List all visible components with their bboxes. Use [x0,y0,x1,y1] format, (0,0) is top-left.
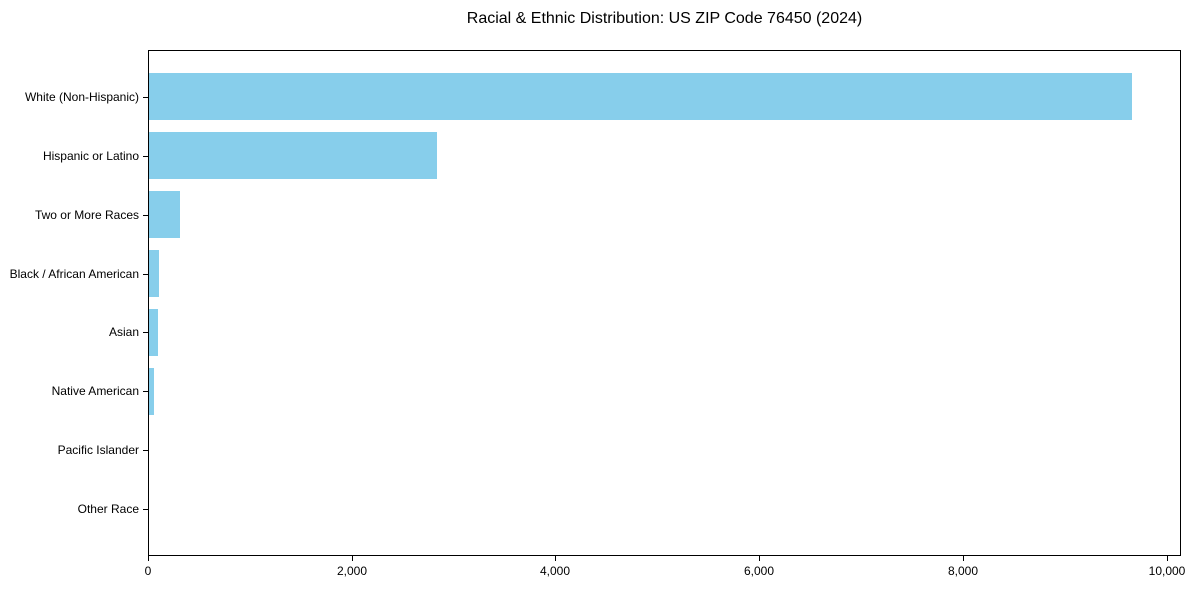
x-tick-mark [555,556,556,561]
bar [149,309,158,356]
x-tick-label: 8,000 [947,564,979,578]
y-tick-label: Hispanic or Latino [42,149,139,163]
x-tick-mark [1167,556,1168,561]
x-tick-label: 10,000 [1148,564,1186,578]
x-tick-mark [352,556,353,561]
y-tick-label: Two or More Races [34,208,139,222]
y-tick-mark [143,215,148,216]
y-tick-label: Other Race [77,502,139,516]
x-tick-label: 6,000 [743,564,775,578]
y-tick-mark [143,97,148,98]
bar [149,73,1132,120]
bar [149,132,437,179]
y-tick-label: Asian [108,325,139,339]
y-tick-mark [143,156,148,157]
chart-title: Racial & Ethnic Distribution: US ZIP Cod… [466,10,863,27]
bar [149,250,159,297]
y-tick-label: Pacific Islander [57,443,139,457]
y-tick-label: Native American [51,384,139,398]
y-tick-mark [143,450,148,451]
x-tick-label: 0 [144,564,152,578]
y-tick-label: White (Non-Hispanic) [24,90,139,104]
x-tick-mark [148,556,149,561]
y-tick-mark [143,509,148,510]
y-tick-mark [143,391,148,392]
x-tick-mark [963,556,964,561]
x-tick-label: 2,000 [336,564,368,578]
plot-area [148,50,1181,556]
bar [149,368,154,415]
y-tick-label: Black / African American [9,267,139,281]
x-tick-mark [759,556,760,561]
x-tick-label: 4,000 [539,564,571,578]
y-tick-mark [143,332,148,333]
bar [149,191,180,238]
y-tick-mark [143,274,148,275]
